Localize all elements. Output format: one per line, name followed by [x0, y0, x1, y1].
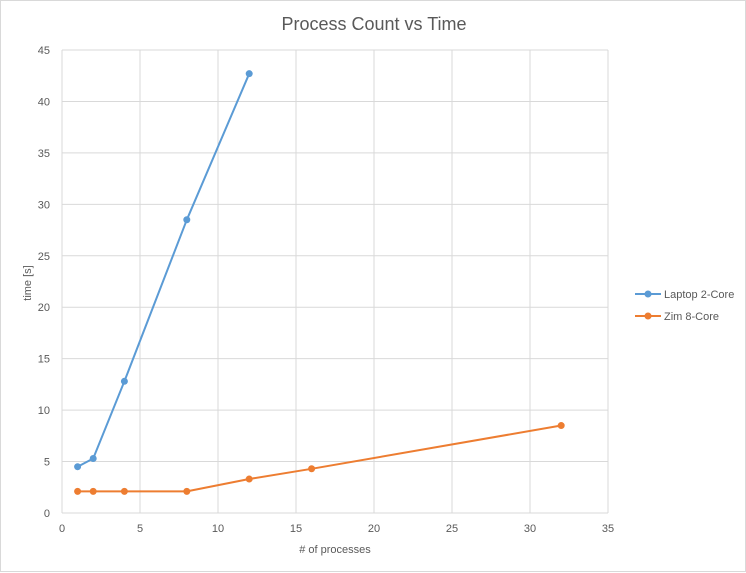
x-tick-label: 20: [368, 523, 380, 535]
y-axis-label: time [s]: [22, 265, 34, 300]
data-point: [183, 216, 191, 224]
data-point: [245, 70, 253, 78]
x-tick-label: 35: [602, 523, 614, 535]
y-tick-label: 5: [44, 457, 50, 469]
x-tick-label: 5: [137, 523, 143, 535]
legend-swatch-marker: [644, 290, 652, 298]
legend: Laptop 2-Core Zim 8-Core: [635, 289, 734, 323]
data-point: [74, 487, 82, 495]
y-tick-label: 10: [38, 405, 50, 417]
data-point: [120, 487, 128, 495]
gridlines: [61, 49, 609, 514]
y-tick-label: 20: [38, 302, 50, 314]
data-point: [308, 465, 316, 473]
data-point: [245, 475, 253, 483]
data-point: [89, 454, 97, 462]
legend-label: Zim 8-Core: [664, 311, 719, 323]
x-tick-labels: 0 5 10 15 20 25 30 35: [59, 523, 614, 535]
y-tick-label: 40: [38, 96, 50, 108]
data-point: [89, 487, 97, 495]
chart-title: Process Count vs Time: [281, 14, 466, 34]
y-tick-label: 35: [38, 148, 50, 160]
x-tick-label: 10: [212, 523, 224, 535]
y-tick-labels: 0 5 10 15 20 25 30 35 40 45: [38, 45, 50, 520]
x-tick-label: 15: [290, 523, 302, 535]
x-tick-label: 25: [446, 523, 458, 535]
x-tick-label: 0: [59, 523, 65, 535]
data-point: [183, 487, 191, 495]
y-tick-label: 15: [38, 354, 50, 366]
y-tick-label: 25: [38, 251, 50, 263]
data-point: [74, 463, 82, 471]
series-line-2: [77, 424, 562, 493]
legend-swatch-marker: [644, 312, 652, 320]
series-line-1: [77, 73, 251, 468]
data-point: [557, 422, 565, 430]
y-tick-label: 30: [38, 199, 50, 211]
data-point: [120, 377, 128, 385]
x-tick-label: 30: [524, 523, 536, 535]
y-tick-label: 0: [44, 508, 50, 520]
series-layer: [74, 70, 565, 495]
legend-label: Laptop 2-Core: [664, 289, 734, 301]
x-axis-label: # of processes: [299, 544, 371, 556]
y-tick-label: 45: [38, 45, 50, 57]
